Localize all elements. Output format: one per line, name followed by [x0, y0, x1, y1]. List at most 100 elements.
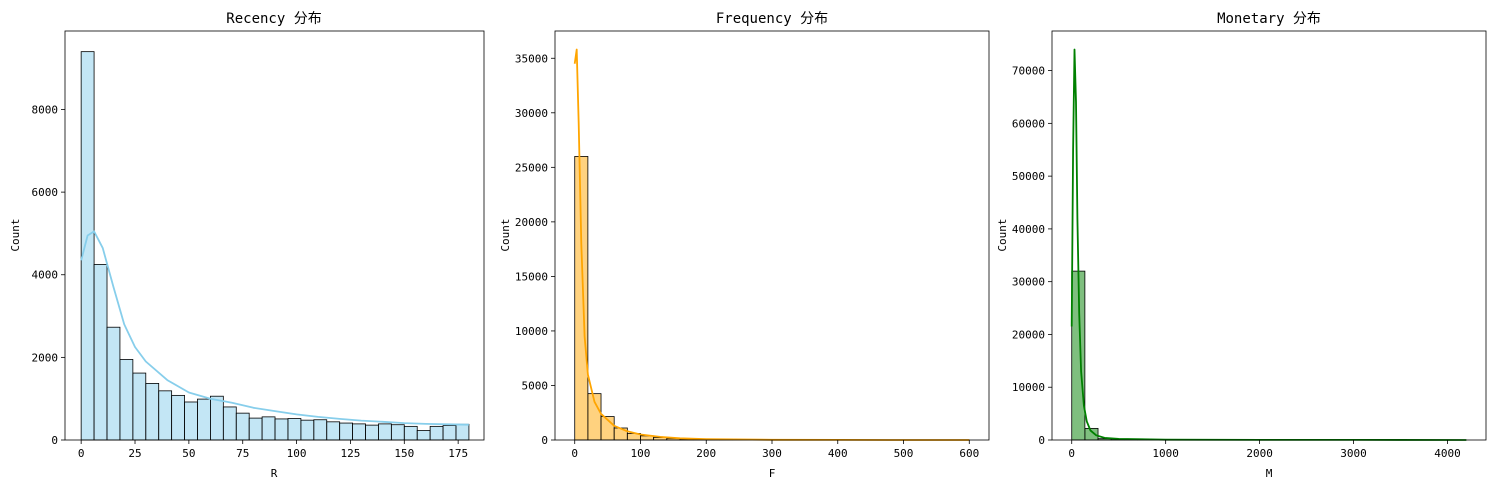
monetary-x-axis-label: M: [1266, 467, 1273, 480]
recency-x-tick-label: 150: [394, 447, 414, 460]
recency-x-tick-label: 50: [182, 447, 195, 460]
monetary-x-tick-label: 1000: [1152, 447, 1179, 460]
recency-x-tick-label: 100: [287, 447, 307, 460]
frequency-y-ticks: 0 5000 10000 15000 20000 25000 30000 35000: [515, 52, 555, 447]
monetary-x-tick-label: 0: [1068, 447, 1075, 460]
frequency-y-tick-label: 0: [541, 434, 548, 447]
recency-bar: [197, 398, 211, 441]
recency-bar: [442, 425, 457, 441]
monetary-axes-frame: [1051, 30, 1487, 441]
frequency-y-tick-label: 30000: [515, 107, 548, 120]
frequency-kde-line: [573, 48, 970, 441]
monetary-kde-line: [1070, 48, 1467, 441]
monetary-x-tick-label: 4000: [1434, 447, 1461, 460]
recency-bar: [171, 394, 185, 441]
recency-x-tick-label: 25: [128, 447, 141, 460]
recency-bar: [132, 372, 147, 441]
recency-bar: [287, 418, 302, 441]
monetary-x-tick-label: 2000: [1246, 447, 1273, 460]
monetary-y-tick-label: 60000: [1012, 117, 1045, 130]
frequency-kde: [573, 48, 970, 441]
recency-bar: [339, 422, 353, 441]
monetary-y-tick-label: 40000: [1012, 223, 1045, 236]
recency-y-tick-label: 0: [51, 434, 58, 447]
recency-bar: [403, 425, 418, 441]
recency-bar: [326, 421, 341, 441]
recency-x-tick-label: 0: [78, 447, 85, 460]
recency-bar: [300, 419, 315, 441]
recency-x-tick-label: 175: [448, 447, 468, 460]
recency-bar: [416, 430, 431, 441]
recency-bar: [352, 423, 366, 441]
frequency-axes-frame: [554, 30, 990, 441]
recency-kde: [80, 230, 469, 426]
frequency-histogram-panel: Frequency 分布 0 100 200 300 400 500 600 0 5000 10…: [499, 11, 990, 480]
frequency-x-tick-label: 400: [828, 447, 848, 460]
recency-bars: [80, 51, 470, 441]
monetary-y-tick-label: 30000: [1012, 276, 1045, 289]
recency-kde-line: [80, 230, 469, 426]
frequency-y-tick-label: 10000: [515, 325, 548, 338]
monetary-kde: [1070, 48, 1467, 441]
recency-bar: [248, 417, 263, 441]
recency-axes-frame: [64, 30, 485, 441]
frequency-bars: [574, 156, 970, 441]
frequency-x-tick-label: 600: [959, 447, 979, 460]
frequency-y-tick-label: 15000: [515, 270, 548, 283]
monetary-y-tick-label: 50000: [1012, 170, 1045, 183]
frequency-x-tick-label: 200: [696, 447, 716, 460]
monetary-y-tick-label: 10000: [1012, 381, 1045, 394]
frequency-x-tick-label: 100: [631, 447, 651, 460]
frequency-bar: [574, 156, 589, 441]
monetary-x-ticks: 0 1000 2000 3000 4000: [1068, 440, 1461, 460]
recency-y-tick-label: 4000: [32, 269, 59, 282]
recency-bar: [274, 418, 289, 441]
recency-bar: [106, 326, 121, 441]
recency-x-ticks: 0 25 50 75 100 125 150 175: [78, 440, 468, 460]
frequency-x-tick-label: 500: [894, 447, 914, 460]
recency-bar: [313, 419, 328, 441]
recency-bar: [210, 395, 224, 441]
monetary-x-tick-label: 3000: [1340, 447, 1367, 460]
recency-bar: [365, 424, 379, 441]
recency-y-tick-label: 8000: [32, 103, 59, 116]
recency-bar: [378, 423, 392, 441]
recency-x-tick-label: 125: [340, 447, 360, 460]
monetary-histogram-panel: Monetary 分布 0 1000 2000 3000 4000 0 10000 2000…: [996, 11, 1487, 480]
recency-bar: [93, 264, 108, 441]
recency-bar: [222, 406, 237, 441]
frequency-y-tick-label: 35000: [515, 52, 548, 65]
recency-bar: [390, 424, 405, 441]
recency-bar: [429, 425, 444, 441]
recency-x-axis-label: R: [271, 467, 278, 480]
recency-bar: [184, 401, 198, 441]
recency-x-tick-label: 75: [236, 447, 249, 460]
monetary-y-ticks: 0 10000 20000 30000 40000 50000 60000 70000: [1012, 65, 1052, 447]
monetary-y-tick-label: 70000: [1012, 65, 1045, 78]
recency-y-axis-label: Count: [9, 218, 22, 251]
monetary-y-axis-label: Count: [996, 218, 1009, 251]
frequency-y-tick-label: 20000: [515, 216, 548, 229]
frequency-chart-title: Frequency 分布: [716, 11, 828, 27]
monetary-chart-title: Monetary 分布: [1217, 11, 1321, 27]
recency-y-tick-label: 6000: [32, 186, 59, 199]
frequency-x-axis-label: F: [769, 467, 776, 480]
recency-histogram-panel: Recency 分布 0 25 50 75 100 125 150 175 0 2000 4000…: [9, 11, 485, 480]
monetary-bars: [1071, 270, 1467, 441]
recency-bar: [261, 416, 276, 441]
recency-bar: [80, 51, 95, 441]
recency-bar: [158, 390, 173, 441]
monetary-y-tick-label: 0: [1038, 434, 1045, 447]
recency-bar: [455, 423, 470, 441]
recency-y-ticks: 0 2000 4000 6000 8000: [32, 103, 65, 447]
recency-y-tick-label: 2000: [32, 351, 59, 364]
frequency-x-tick-label: 0: [571, 447, 578, 460]
recency-bar: [145, 383, 160, 441]
frequency-x-ticks: 0 100 200 300 400 500 600: [571, 440, 979, 460]
frequency-y-tick-label: 25000: [515, 161, 548, 174]
frequency-x-tick-label: 300: [762, 447, 782, 460]
recency-bar: [235, 412, 250, 441]
frequency-y-tick-label: 5000: [522, 379, 549, 392]
recency-bar: [119, 359, 134, 441]
recency-chart-title: Recency 分布: [226, 11, 321, 27]
